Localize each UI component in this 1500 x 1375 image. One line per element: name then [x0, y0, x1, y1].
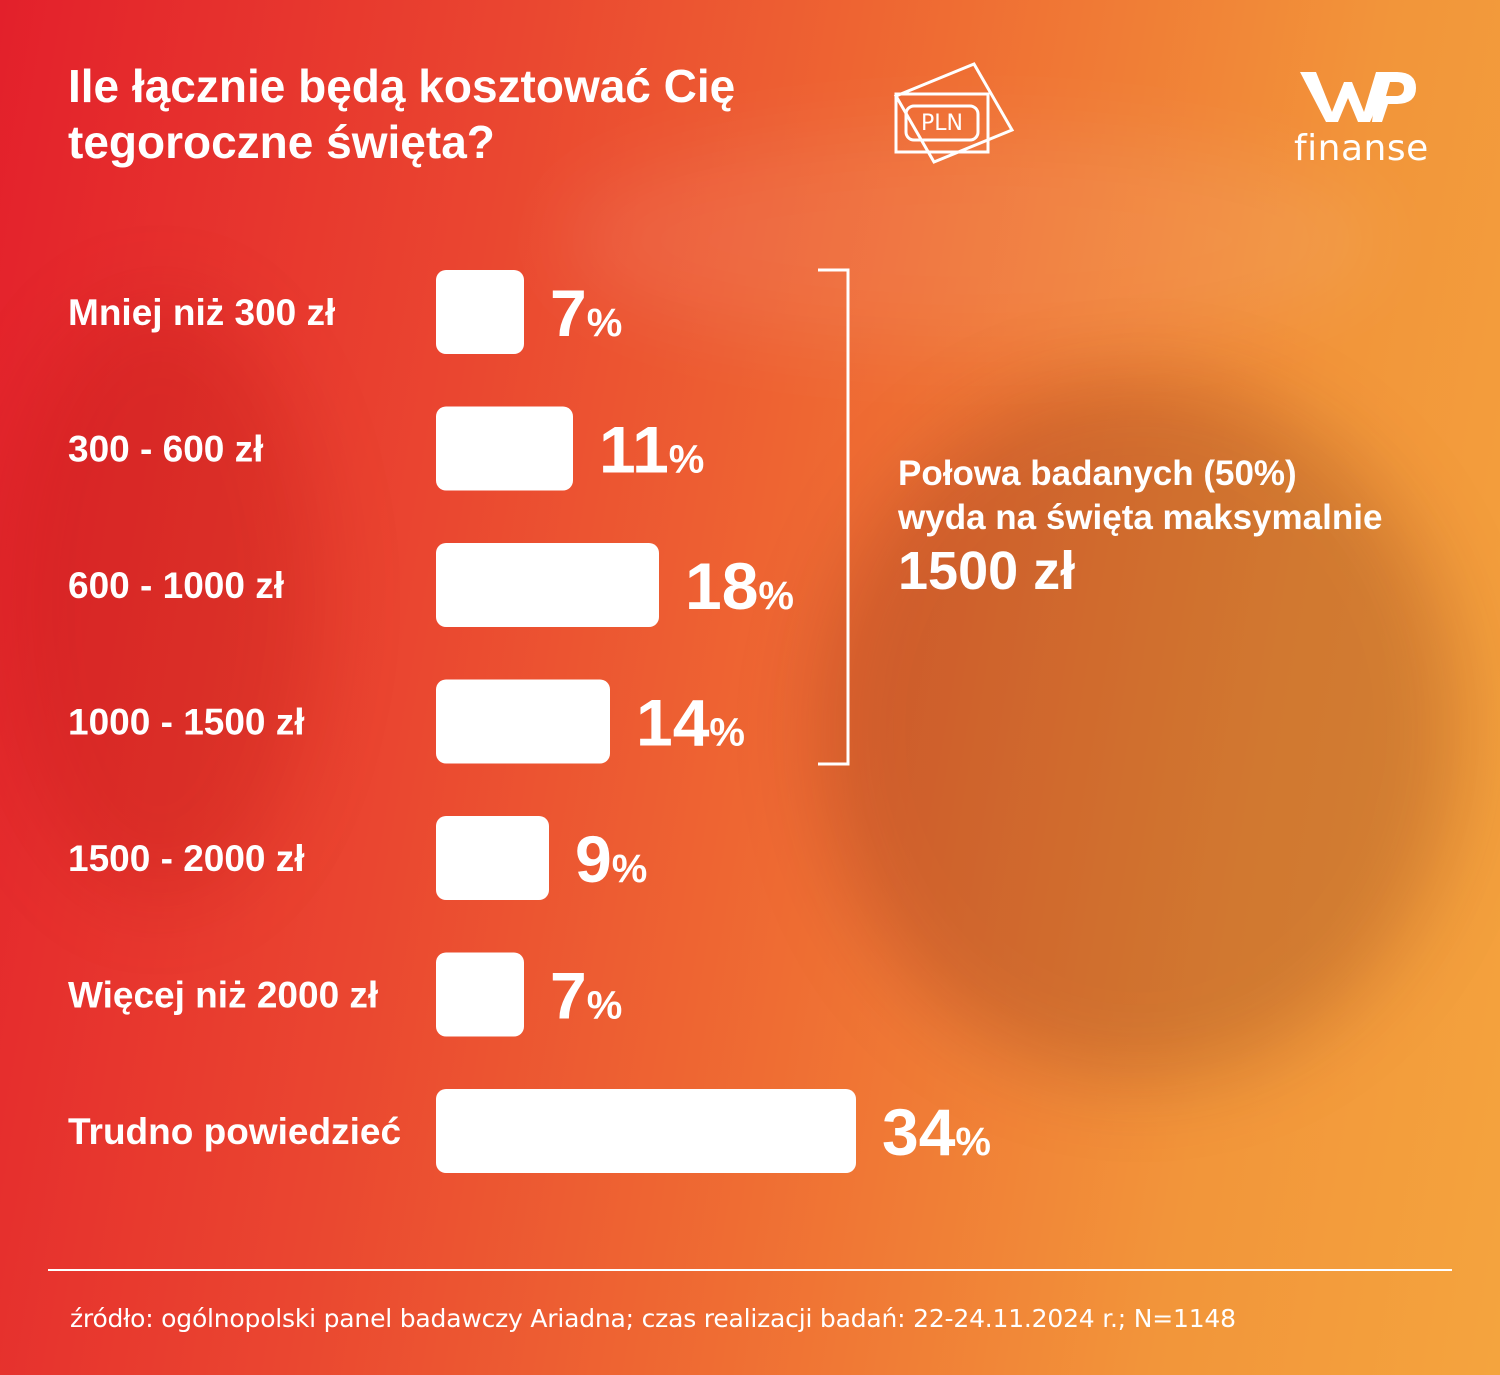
chart-title: Ile łącznie będą kosztować Cię tegoroczn…: [68, 58, 868, 170]
value-label: 7%: [550, 959, 622, 1033]
annotation-line-1: Połowa badanych (50%): [898, 454, 1297, 493]
annotation-line-3: 1500 zł: [898, 541, 1076, 601]
category-label: 600 - 1000 zł: [68, 565, 284, 606]
category-label: Więcej niż 2000 zł: [68, 975, 378, 1016]
chart-title-line-2: tegoroczne święta?: [68, 116, 495, 168]
value-label: 18%: [685, 549, 794, 623]
bar: [436, 543, 659, 627]
source-note: źródło: ogólnopolski panel badawczy Aria…: [70, 1304, 1236, 1333]
logo-text: finanse: [1294, 128, 1429, 169]
chart-title-line-1: Ile łącznie będą kosztować Cię: [68, 60, 736, 112]
category-label: Trudno powiedzieć: [68, 1111, 401, 1152]
bar: [436, 1089, 856, 1173]
bracket-icon: [818, 268, 850, 766]
bar: [436, 952, 524, 1037]
annotation-line-2: wyda na święta maksymalnie: [898, 498, 1383, 537]
bar: [436, 270, 524, 354]
bar: [436, 679, 610, 764]
banknote-label: PLN: [921, 111, 963, 136]
value-label: 34%: [882, 1095, 991, 1169]
bar: [436, 816, 549, 900]
category-label: Mniej niż 300 zł: [68, 292, 335, 333]
value-label: 11%: [599, 413, 704, 487]
divider: [48, 1269, 1452, 1271]
value-label: 9%: [575, 822, 647, 896]
banknote-icon: PLN: [893, 62, 1015, 164]
value-label: 14%: [636, 686, 745, 760]
category-label: 1500 - 2000 zł: [68, 838, 305, 879]
category-label: 300 - 600 zł: [68, 429, 263, 470]
annotation: Połowa badanych (50%) wyda na święta mak…: [898, 452, 1458, 602]
category-label: 1000 - 1500 zł: [68, 702, 305, 743]
bar: [436, 406, 573, 491]
value-label: 7%: [550, 276, 622, 350]
wp-logo: [1300, 72, 1416, 122]
